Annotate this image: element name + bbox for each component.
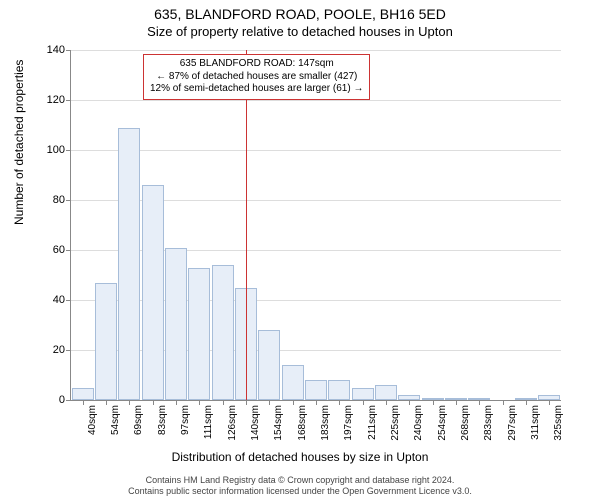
xtick-mark: [503, 400, 504, 405]
ytick-mark: [66, 100, 71, 101]
histogram-bar: [352, 388, 374, 401]
xtick-mark: [293, 400, 294, 405]
xtick-mark: [433, 400, 434, 405]
histogram-bar: [118, 128, 140, 401]
xtick-mark: [316, 400, 317, 405]
histogram-bar: [375, 385, 397, 400]
ytick-mark: [66, 200, 71, 201]
xtick-label: 111sqm: [203, 405, 214, 439]
histogram-bar: [212, 265, 234, 400]
ytick-label: 120: [35, 94, 65, 106]
xtick-label: 97sqm: [180, 405, 191, 435]
xtick-mark: [223, 400, 224, 405]
xtick-mark: [83, 400, 84, 405]
xtick-mark: [176, 400, 177, 405]
ytick-label: 0: [35, 394, 65, 406]
attribution-footer: Contains HM Land Registry data © Crown c…: [0, 475, 600, 498]
xtick-mark: [339, 400, 340, 405]
histogram-bar: [72, 388, 94, 401]
histogram-bar: [188, 268, 210, 401]
ytick-mark: [66, 150, 71, 151]
xtick-label: 154sqm: [273, 405, 284, 441]
xtick-mark: [386, 400, 387, 405]
ytick-label: 80: [35, 194, 65, 206]
xtick-label: 168sqm: [297, 405, 308, 441]
gridline: [71, 150, 561, 151]
xtick-label: 183sqm: [320, 405, 331, 441]
xtick-mark: [409, 400, 410, 405]
xtick-label: 325sqm: [553, 405, 564, 441]
ytick-label: 140: [35, 44, 65, 56]
ytick-mark: [66, 400, 71, 401]
xtick-mark: [153, 400, 154, 405]
xtick-label: 126sqm: [227, 405, 238, 441]
histogram-bar: [165, 248, 187, 401]
annotation-line: 12% of semi-detached houses are larger (…: [150, 83, 363, 96]
xtick-label: 197sqm: [343, 405, 354, 441]
xtick-mark: [106, 400, 107, 405]
ytick-mark: [66, 300, 71, 301]
histogram-bar: [282, 365, 304, 400]
histogram-bar: [95, 283, 117, 401]
xtick-label: 283sqm: [483, 405, 494, 441]
ytick-mark: [66, 250, 71, 251]
plot-area: 02040608010012014040sqm54sqm69sqm83sqm97…: [70, 50, 561, 401]
xtick-label: 268sqm: [460, 405, 471, 441]
xtick-mark: [526, 400, 527, 405]
xtick-mark: [246, 400, 247, 405]
ytick-mark: [66, 50, 71, 51]
xtick-label: 225sqm: [390, 405, 401, 441]
ytick-label: 60: [35, 244, 65, 256]
histogram-bar: [258, 330, 280, 400]
xtick-mark: [549, 400, 550, 405]
histogram-bar: [305, 380, 327, 400]
histogram-bar: [328, 380, 350, 400]
page-subtitle: Size of property relative to detached ho…: [0, 22, 600, 39]
marker-line: [246, 50, 247, 400]
xtick-label: 311sqm: [530, 405, 541, 440]
xtick-mark: [363, 400, 364, 405]
xtick-label: 69sqm: [133, 405, 144, 435]
ytick-label: 20: [35, 344, 65, 356]
ytick-label: 40: [35, 294, 65, 306]
xtick-label: 211sqm: [367, 405, 378, 440]
xtick-mark: [199, 400, 200, 405]
xtick-mark: [129, 400, 130, 405]
histogram-bar: [142, 185, 164, 400]
xtick-label: 83sqm: [157, 405, 168, 435]
ytick-label: 100: [35, 144, 65, 156]
xtick-label: 54sqm: [110, 405, 121, 435]
gridline: [71, 100, 561, 101]
histogram-chart: 02040608010012014040sqm54sqm69sqm83sqm97…: [70, 50, 560, 400]
footer-line-1: Contains HM Land Registry data © Crown c…: [0, 475, 600, 487]
annotation-line: ← 87% of detached houses are smaller (42…: [150, 71, 363, 84]
annotation-line: 635 BLANDFORD ROAD: 147sqm: [150, 58, 363, 71]
xtick-mark: [269, 400, 270, 405]
xtick-mark: [456, 400, 457, 405]
xtick-label: 140sqm: [250, 405, 261, 441]
xtick-label: 254sqm: [437, 405, 448, 441]
ytick-mark: [66, 350, 71, 351]
xtick-label: 240sqm: [413, 405, 424, 441]
annotation-box: 635 BLANDFORD ROAD: 147sqm← 87% of detac…: [143, 54, 370, 100]
gridline: [71, 50, 561, 51]
xtick-mark: [479, 400, 480, 405]
page-title: 635, BLANDFORD ROAD, POOLE, BH16 5ED: [0, 0, 600, 22]
y-axis-label: Number of detached properties: [12, 60, 26, 225]
xtick-label: 40sqm: [87, 405, 98, 435]
x-axis-label: Distribution of detached houses by size …: [0, 450, 600, 464]
xtick-label: 297sqm: [507, 405, 518, 441]
footer-line-2: Contains public sector information licen…: [0, 486, 600, 498]
